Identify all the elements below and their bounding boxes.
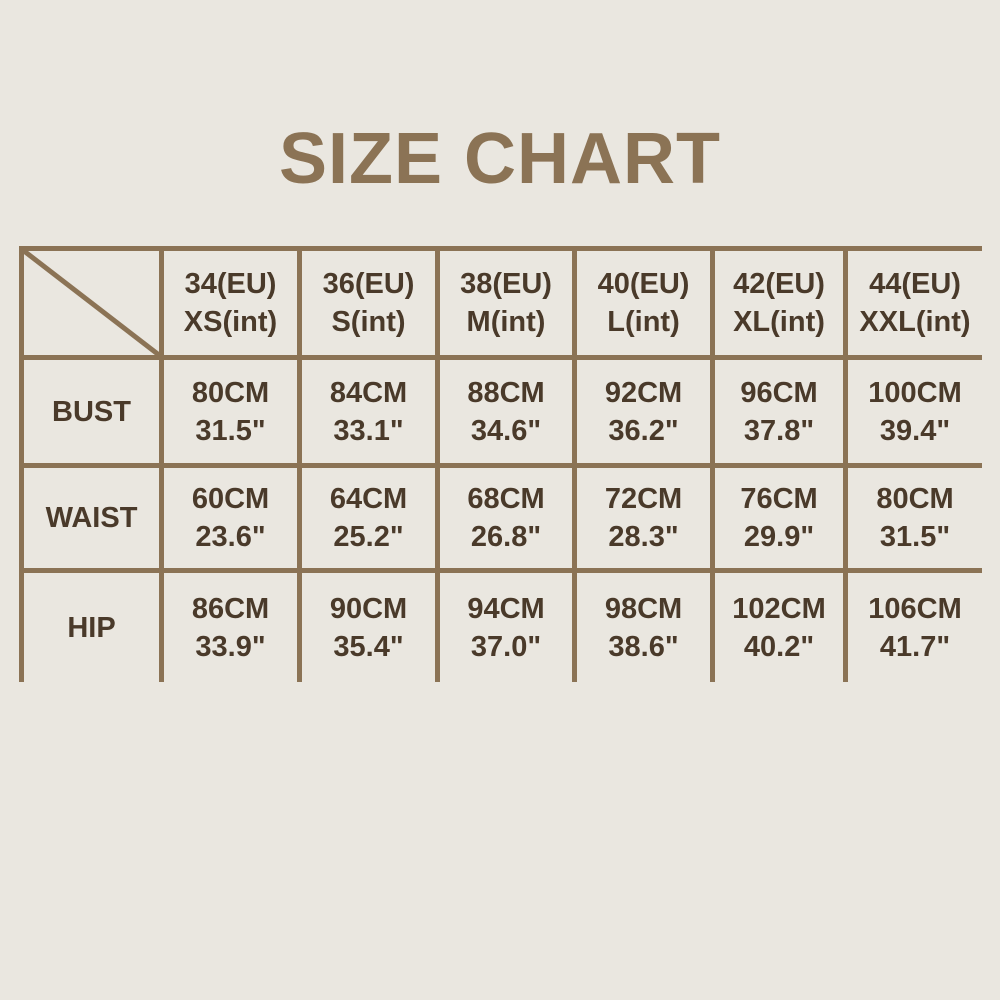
eu-size: 34(EU) [184,268,277,300]
column-header: 36(EU) S(int) [302,251,435,355]
table-cell: 98CM 38.6" [577,573,710,682]
table-cell: 106CM 41.7" [848,573,982,682]
cm-value: 80CM [876,483,954,515]
table-cell: 86CM 33.9" [164,573,297,682]
int-size: XS(int) [183,306,278,338]
eu-size: 42(EU) [733,268,825,300]
inch-value: 40.2" [743,630,815,663]
inch-value: 31.5" [195,414,266,447]
inch-value: 35.4" [333,630,404,663]
int-size: XXL(int) [859,306,971,338]
column-header: 38(EU) M(int) [440,251,572,355]
row-label: HIP [24,573,159,682]
cm-value: 106CM [868,592,962,625]
int-size: M(int) [466,306,546,338]
cm-value: 90CM [329,592,408,625]
inch-value: 28.3" [608,521,679,553]
size-table: 34(EU) XS(int) 36(EU) S(int) 38(EU) M(int) 40(… [19,246,982,682]
row-label: BUST [24,360,159,463]
cm-value: 86CM [191,592,270,625]
cm-value: 76CM [740,483,818,515]
cm-value: 60CM [191,483,270,515]
table-cell: 72CM 28.3" [577,468,710,568]
cm-value: 72CM [604,483,683,515]
cm-value: 96CM [740,376,818,409]
int-size: L(int) [607,306,680,338]
inch-value: 25.2" [333,521,404,553]
int-size: S(int) [331,306,406,338]
cm-value: 98CM [604,592,683,625]
inch-value: 39.4" [879,414,951,447]
table-cell: 90CM 35.4" [302,573,435,682]
inch-value: 38.6" [608,630,679,663]
diagonal-line [24,251,159,355]
cm-value: 100CM [868,376,962,409]
table-cell: 92CM 36.2" [577,360,710,463]
cm-value: 64CM [329,483,408,515]
cm-value: 68CM [467,483,545,515]
table-cell: 96CM 37.8" [715,360,843,463]
row-label: WAIST [24,468,159,568]
eu-size: 40(EU) [597,268,690,300]
table-cell: 80CM 31.5" [164,360,297,463]
row-label-text: WAIST [45,502,138,534]
row-label-text: BUST [52,395,131,428]
table-cell: 64CM 25.2" [302,468,435,568]
column-header: 40(EU) L(int) [577,251,710,355]
inch-value: 33.9" [195,630,266,663]
cm-value: 88CM [467,376,545,409]
corner-cell [24,251,159,355]
inch-value: 23.6" [195,521,266,553]
table-cell: 88CM 34.6" [440,360,572,463]
cm-value: 94CM [467,592,545,625]
table-cell: 60CM 23.6" [164,468,297,568]
cm-value: 84CM [329,376,408,409]
cm-value: 102CM [732,592,826,625]
table-cell: 100CM 39.4" [848,360,982,463]
inch-value: 33.1" [333,414,404,447]
table-cell: 80CM 31.5" [848,468,982,568]
eu-size: 38(EU) [460,268,552,300]
inch-value: 37.8" [743,414,815,447]
page-title: SIZE CHART [279,119,721,199]
table-cell: 84CM 33.1" [302,360,435,463]
inch-value: 41.7" [879,630,951,663]
column-header: 34(EU) XS(int) [164,251,297,355]
table-cell: 94CM 37.0" [440,573,572,682]
cm-value: 92CM [604,376,683,409]
inch-value: 31.5" [879,521,951,553]
table-cell: 102CM 40.2" [715,573,843,682]
column-header: 44(EU) XXL(int) [848,251,982,355]
cm-value: 80CM [191,376,270,409]
table-cell: 76CM 29.9" [715,468,843,568]
eu-size: 44(EU) [869,268,961,300]
inch-value: 37.0" [470,630,542,663]
column-header: 42(EU) XL(int) [715,251,843,355]
inch-value: 34.6" [470,414,542,447]
inch-value: 36.2" [608,414,679,447]
inch-value: 29.9" [743,521,815,553]
inch-value: 26.8" [470,521,542,553]
table-cell: 68CM 26.8" [440,468,572,568]
int-size: XL(int) [733,306,825,338]
row-label-text: HIP [67,611,116,644]
eu-size: 36(EU) [322,268,415,300]
